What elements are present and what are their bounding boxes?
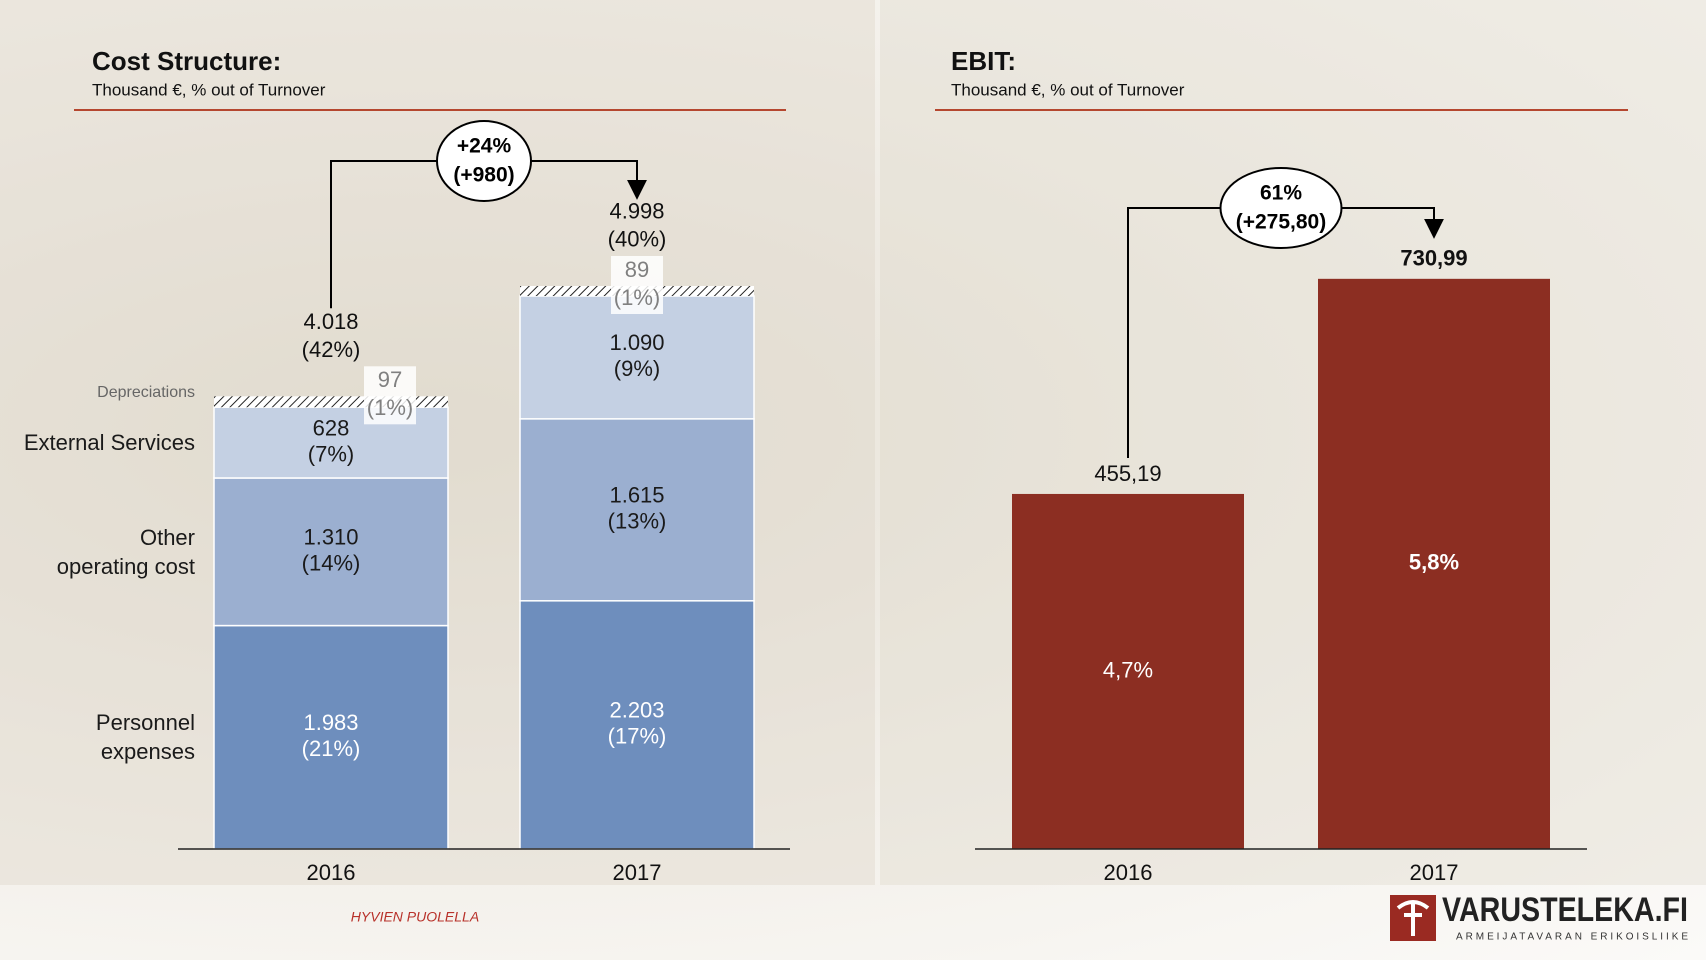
legend-label: External Services [23, 430, 195, 456]
change-delta: (+275,80) [1236, 211, 1326, 234]
segment-value-label: 2.203 [609, 698, 664, 723]
bar-segment [214, 396, 448, 408]
bar-percent-label: 4,7% [1103, 657, 1153, 682]
segment-value-label: 97 [378, 367, 402, 392]
segment-value-label: 89 [625, 257, 649, 282]
legend-label: Depreciations [97, 383, 195, 401]
bar [1012, 493, 1244, 849]
chart-subtitle: Thousand €, % out of Turnover [92, 80, 326, 99]
label-backdrop [611, 256, 663, 315]
logo-text: VARUSTELEKA.FI [1442, 891, 1688, 929]
bar [1318, 278, 1550, 850]
change-bubble [436, 120, 532, 202]
legend-label: Other operating cost [56, 524, 195, 579]
total-value-label: 4.018 [303, 309, 358, 334]
chart-title: Cost Structure: [92, 46, 281, 76]
chart-title: EBIT: [951, 46, 1016, 76]
segment-value-label: 1.090 [609, 330, 664, 355]
legend-label: Personnel expenses [95, 710, 195, 765]
segment-percent-label: (1%) [614, 285, 660, 310]
change-bubble [1219, 167, 1343, 249]
change-delta: (+980) [453, 164, 514, 187]
segment-value-label: 628 [313, 415, 350, 440]
total-percent-label: (40%) [608, 227, 667, 252]
segment-percent-label: (9%) [614, 356, 660, 381]
segment-value-label: 1.983 [303, 710, 358, 735]
change-label: 61% [1260, 182, 1302, 205]
bar-percent-label: 5,8% [1409, 550, 1459, 575]
x-tick-label: 2017 [1410, 860, 1459, 885]
segment-percent-label: (1%) [367, 395, 413, 420]
label-backdrop [364, 366, 416, 425]
segment-value-label: 1.310 [303, 525, 358, 550]
x-tick-label: 2016 [307, 860, 356, 885]
segment-percent-label: (21%) [302, 736, 361, 761]
segment-percent-label: (7%) [308, 441, 354, 466]
segment-percent-label: (14%) [302, 551, 361, 576]
x-tick-label: 2016 [1104, 860, 1153, 885]
logo-tagline: ARMEIJATAVARAN ERIKOISLIIKE [1456, 932, 1688, 943]
total-percent-label: (42%) [302, 337, 361, 362]
footer-text: HYVIEN PUOLELLA [351, 909, 479, 925]
segment-value-label: 1.615 [609, 483, 664, 508]
bar-segment [213, 477, 449, 627]
logo-symbol [1396, 900, 1430, 936]
bar-value-label: 455,19 [1094, 461, 1161, 486]
segment-percent-label: (17%) [608, 724, 667, 749]
bar-value-label: 730,99 [1400, 246, 1467, 271]
photo-panel [880, 0, 1706, 885]
segment-percent-label: (13%) [608, 509, 667, 534]
total-value-label: 4.998 [609, 199, 664, 224]
bar-segment [519, 418, 755, 602]
chart-subtitle: Thousand €, % out of Turnover [951, 80, 1185, 99]
change-label: +24% [457, 135, 512, 158]
x-tick-label: 2017 [613, 860, 662, 885]
